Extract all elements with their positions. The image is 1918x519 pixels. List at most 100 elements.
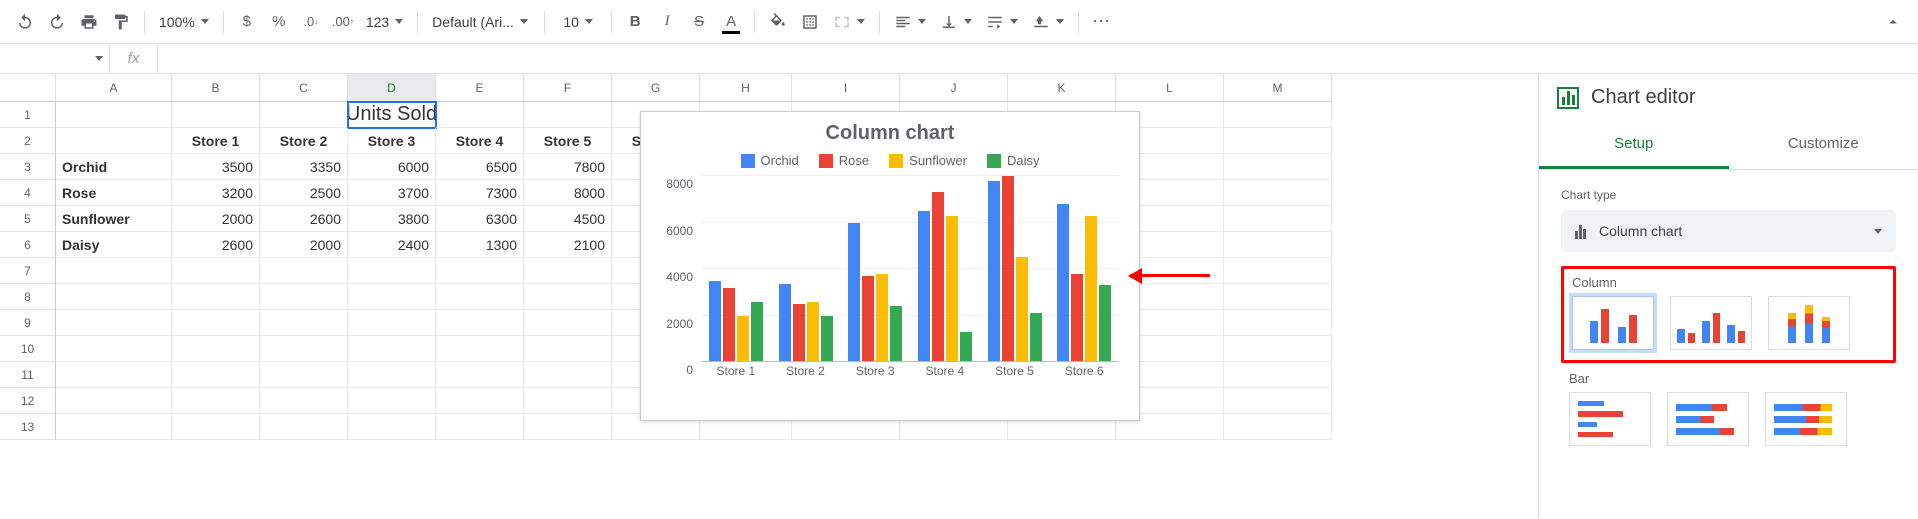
cell[interactable]	[260, 388, 348, 414]
row-header[interactable]: 6	[0, 232, 56, 258]
merge-cells-select[interactable]	[827, 8, 871, 36]
cell[interactable]: 6000	[348, 154, 436, 180]
col-header[interactable]: C	[260, 74, 348, 102]
col-header[interactable]: B	[172, 74, 260, 102]
fill-color-button[interactable]	[763, 7, 793, 37]
cell[interactable]: 1300	[436, 232, 524, 258]
cell[interactable]	[172, 388, 260, 414]
strikethrough-button[interactable]: S	[684, 7, 714, 37]
cell[interactable]	[1224, 128, 1332, 154]
percent-button[interactable]: %	[264, 7, 294, 37]
row-header[interactable]: 7	[0, 258, 56, 284]
cell[interactable]	[348, 284, 436, 310]
thumb-bar-clustered[interactable]	[1667, 392, 1749, 446]
cell[interactable]	[1224, 180, 1332, 206]
cell[interactable]	[260, 362, 348, 388]
cell[interactable]	[56, 388, 172, 414]
cell[interactable]	[436, 362, 524, 388]
undo-button[interactable]	[10, 7, 40, 37]
thumb-bar-stacked[interactable]	[1765, 392, 1847, 446]
tab-setup[interactable]: Setup	[1539, 121, 1729, 169]
font-select[interactable]: Default (Ari...	[426, 8, 536, 36]
increase-decimal-button[interactable]: .00↑	[328, 7, 358, 37]
cell[interactable]	[524, 388, 612, 414]
thumb-column-grouped[interactable]	[1572, 296, 1654, 350]
row-header[interactable]: 5	[0, 206, 56, 232]
thumb-column-stacked[interactable]	[1768, 296, 1850, 350]
cell[interactable]	[348, 336, 436, 362]
cell[interactable]: 6300	[436, 206, 524, 232]
col-header[interactable]: G	[612, 74, 700, 102]
cell[interactable]	[1224, 336, 1332, 362]
tab-customize[interactable]: Customize	[1729, 121, 1918, 169]
cell[interactable]: Store 5	[524, 128, 612, 154]
cell[interactable]	[172, 102, 260, 128]
cell[interactable]: Units Sold	[348, 102, 436, 128]
text-wrap-select[interactable]	[980, 8, 1024, 36]
cell[interactable]	[56, 128, 172, 154]
cell[interactable]: 2600	[172, 232, 260, 258]
row-header[interactable]: 4	[0, 180, 56, 206]
cell[interactable]	[348, 258, 436, 284]
cell[interactable]	[436, 310, 524, 336]
row-header[interactable]: 2	[0, 128, 56, 154]
decrease-decimal-button[interactable]: .0↓	[296, 7, 326, 37]
thumb-column-clustered[interactable]	[1670, 296, 1752, 350]
italic-button[interactable]: I	[652, 7, 682, 37]
font-size-select[interactable]: 10	[553, 8, 603, 36]
cell[interactable]: 2400	[348, 232, 436, 258]
cell[interactable]	[436, 414, 524, 440]
h-align-select[interactable]	[888, 8, 932, 36]
cell[interactable]	[1224, 414, 1332, 440]
row-header[interactable]: 9	[0, 310, 56, 336]
collapse-toolbar-button[interactable]	[1878, 7, 1908, 37]
text-rotation-select[interactable]	[1026, 8, 1070, 36]
text-color-button[interactable]: A	[716, 7, 746, 37]
cell[interactable]	[56, 310, 172, 336]
cell[interactable]: 6500	[436, 154, 524, 180]
cell[interactable]	[436, 388, 524, 414]
col-header[interactable]: F	[524, 74, 612, 102]
cell[interactable]	[172, 414, 260, 440]
cell[interactable]: 3200	[172, 180, 260, 206]
cell[interactable]	[260, 414, 348, 440]
col-header[interactable]: L	[1116, 74, 1224, 102]
cell[interactable]	[524, 414, 612, 440]
cell[interactable]: 2000	[260, 232, 348, 258]
cell[interactable]	[260, 258, 348, 284]
row-header[interactable]: 10	[0, 336, 56, 362]
row-header[interactable]: 1	[0, 102, 56, 128]
bold-button[interactable]: B	[620, 7, 650, 37]
cell[interactable]	[348, 362, 436, 388]
cell[interactable]: 3800	[348, 206, 436, 232]
cell[interactable]	[348, 310, 436, 336]
cell[interactable]	[260, 310, 348, 336]
cell[interactable]	[524, 258, 612, 284]
cell[interactable]	[436, 336, 524, 362]
more-formats-select[interactable]: 123	[360, 8, 409, 36]
chart-type-dropdown[interactable]: Column chart	[1561, 210, 1896, 252]
cell[interactable]: 3700	[348, 180, 436, 206]
cell[interactable]	[260, 284, 348, 310]
name-box[interactable]	[0, 44, 110, 73]
cell[interactable]	[524, 310, 612, 336]
cell[interactable]	[436, 102, 524, 128]
cell[interactable]: 8000	[524, 180, 612, 206]
cell[interactable]	[172, 258, 260, 284]
cell[interactable]	[172, 284, 260, 310]
borders-button[interactable]	[795, 7, 825, 37]
col-header[interactable]: E	[436, 74, 524, 102]
cell[interactable]	[260, 336, 348, 362]
cell[interactable]	[436, 284, 524, 310]
cell[interactable]	[172, 310, 260, 336]
cell[interactable]: 2100	[524, 232, 612, 258]
cell[interactable]: Rose	[56, 180, 172, 206]
cell[interactable]	[56, 284, 172, 310]
col-header[interactable]: M	[1224, 74, 1332, 102]
cell[interactable]: 2600	[260, 206, 348, 232]
cell[interactable]	[1224, 362, 1332, 388]
cell[interactable]	[524, 102, 612, 128]
cell[interactable]	[348, 414, 436, 440]
row-header[interactable]: 8	[0, 284, 56, 310]
cell[interactable]	[436, 258, 524, 284]
